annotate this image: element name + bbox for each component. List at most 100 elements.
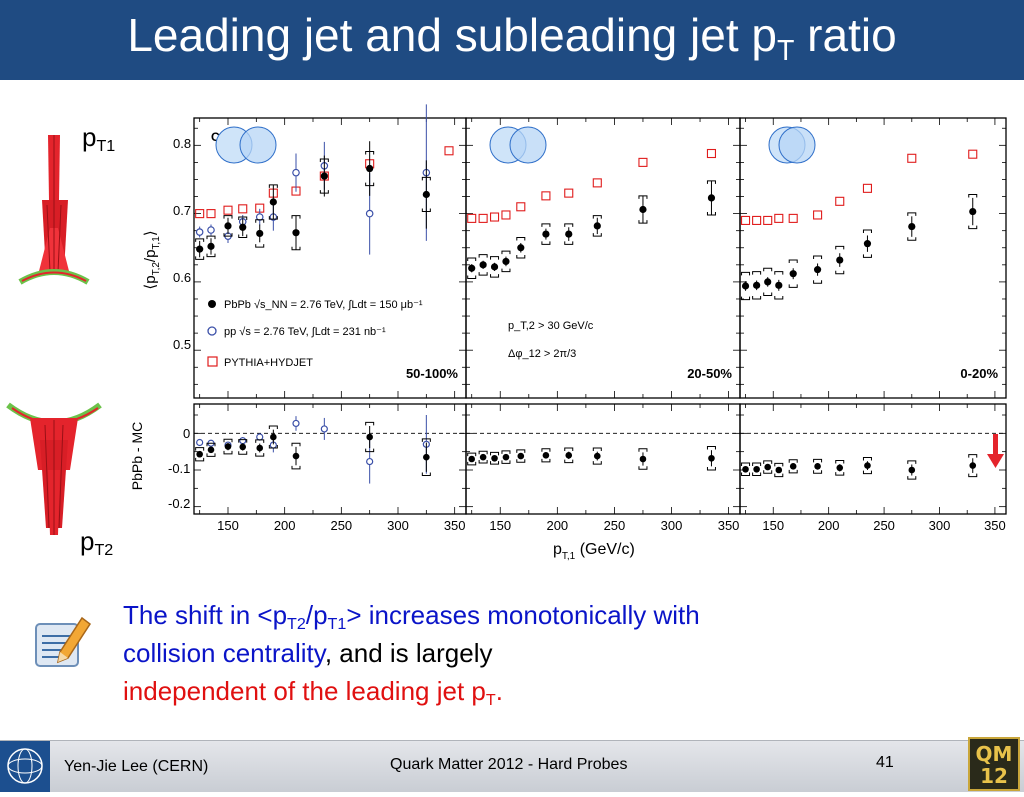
diff-sys-bracket xyxy=(421,472,431,476)
x-axis-label: pT,1 (GeV/c) xyxy=(553,541,635,562)
footer-author: Yen-Jie Lee (CERN) xyxy=(64,758,209,775)
ytick-top-0.7: 0.7 xyxy=(173,203,191,218)
xtick-label-150: 150 xyxy=(489,518,511,533)
diff-sys-bracket xyxy=(223,438,233,443)
pbpb-sys-bracket xyxy=(541,223,551,227)
mc-point xyxy=(752,215,762,225)
conclusion-line-2: collision centrality, and is largely xyxy=(123,634,923,672)
mc-point xyxy=(206,209,216,219)
pbpb-sys-bracket xyxy=(206,253,216,258)
mc-point xyxy=(489,212,500,222)
diff-sys-bracket xyxy=(467,461,477,466)
cut-dphi: Δφ_12 > 2π/3 xyxy=(508,348,576,360)
diff-sys-bracket xyxy=(541,448,551,452)
pt1-label-text: p xyxy=(82,122,97,152)
centrality-label-1: 20-50% xyxy=(687,366,732,381)
pbpb-point xyxy=(593,222,601,230)
mc-point xyxy=(501,210,511,220)
diff-sys-bracket xyxy=(490,451,500,456)
diff-sys-bracket xyxy=(195,447,205,451)
diff-sys-bracket xyxy=(862,457,872,461)
mc-point xyxy=(564,188,574,198)
legend-pythia: PYTHIA+HYDJET xyxy=(224,357,313,369)
pp-point xyxy=(195,228,204,236)
pbpb-sys-bracket xyxy=(238,234,248,239)
diff-pbpb-point xyxy=(224,443,232,450)
xtick-label-250: 250 xyxy=(604,518,626,533)
pbpb-sys-bracket xyxy=(907,212,917,216)
title-subscript: T xyxy=(776,35,795,68)
diff-pbpb-point xyxy=(764,463,772,471)
pbpb-sys-bracket xyxy=(291,246,301,251)
diff-sys-bracket xyxy=(365,421,375,426)
pbpb-point xyxy=(256,229,264,238)
pbpb-point xyxy=(836,256,844,264)
diff-sys-bracket xyxy=(862,470,872,475)
pbpb-point xyxy=(292,229,300,237)
diff-sys-bracket xyxy=(291,465,301,470)
pbpb-point xyxy=(813,266,822,274)
diff-sys-bracket xyxy=(238,439,248,443)
pbpb-sys-bracket xyxy=(835,245,845,250)
pt2-label-text: p xyxy=(80,526,95,556)
mc-point xyxy=(195,209,205,219)
pbpb-sys-bracket xyxy=(968,225,978,230)
nucleus-circle xyxy=(778,126,816,164)
nucleus-circle xyxy=(239,126,277,164)
diff-sys-bracket xyxy=(752,472,762,476)
conclusion-line-2-blue: collision centrality xyxy=(123,638,325,668)
diff-sys-bracket xyxy=(741,462,751,467)
footer-page-number: 41 xyxy=(876,754,894,771)
xtick-label-300: 300 xyxy=(387,518,409,533)
qm-logo-text-1: QM xyxy=(975,742,1013,766)
diff-sys-bracket xyxy=(421,438,431,442)
cms-figure: 0.8 0.7 0.6 0.5 0 -0.1 -0.2 ⟨pT,2/pT,1⟩ … xyxy=(6,104,1007,562)
pbpb-sys-bracket xyxy=(490,274,500,278)
diff-pbpb-point xyxy=(836,464,844,472)
pbpb-sys-bracket xyxy=(478,254,488,258)
diff-sys-bracket xyxy=(490,461,500,465)
diff-pbpb-point xyxy=(256,444,264,452)
diff-sys-bracket xyxy=(835,459,845,464)
diff-pbpb-point xyxy=(502,453,510,461)
diff-sys-bracket xyxy=(968,454,978,458)
diff-sys-bracket xyxy=(752,462,762,467)
diff-sys-bracket xyxy=(774,473,784,478)
legend-marker-pp xyxy=(207,326,217,336)
diff-sys-bracket xyxy=(268,445,278,449)
diff-sys-bracket xyxy=(763,460,773,464)
pbpb-sys-bracket xyxy=(490,256,500,260)
diff-pbpb-point xyxy=(565,452,573,459)
pbpb-sys-bracket xyxy=(763,292,773,297)
pbpb-sys-bracket xyxy=(907,237,917,241)
diff-pp-point xyxy=(366,457,374,466)
pbpb-sys-bracket xyxy=(741,296,751,301)
xtick-label-200: 200 xyxy=(546,518,568,533)
pbpb-sys-bracket xyxy=(206,235,216,240)
conclusion-line-3-text: independent of the leading jet p xyxy=(123,676,486,706)
pbpb-point xyxy=(908,222,916,231)
diff-pp-point xyxy=(256,433,264,441)
title-end: ratio xyxy=(794,9,897,61)
pt2-label: pT2 xyxy=(80,526,113,558)
diff-sys-bracket xyxy=(706,467,716,471)
diff-sys-bracket xyxy=(255,453,265,457)
pbpb-point xyxy=(196,245,204,253)
mc-point xyxy=(774,213,784,223)
mc-point xyxy=(467,213,477,223)
pbpb-point xyxy=(969,207,977,216)
mc-point xyxy=(968,149,978,159)
diff-sys-bracket xyxy=(478,460,488,464)
pbpb-point xyxy=(775,281,783,289)
ytick-top-0.8: 0.8 xyxy=(173,136,191,151)
pbpb-sys-bracket xyxy=(706,180,716,184)
diff-pbpb-point xyxy=(270,433,277,441)
diff-pbpb-point xyxy=(239,443,247,451)
diff-sys-bracket xyxy=(206,442,216,447)
conclusion-line-1-sub-2: T1 xyxy=(327,615,347,634)
footer: Yen-Jie Lee (CERN) Quark Matter 2012 - H… xyxy=(0,737,1024,792)
pbpb-sys-bracket xyxy=(813,255,823,259)
xtick-label-250: 250 xyxy=(873,518,895,533)
notes-icon xyxy=(30,612,94,672)
diff-pp-point xyxy=(239,437,247,445)
